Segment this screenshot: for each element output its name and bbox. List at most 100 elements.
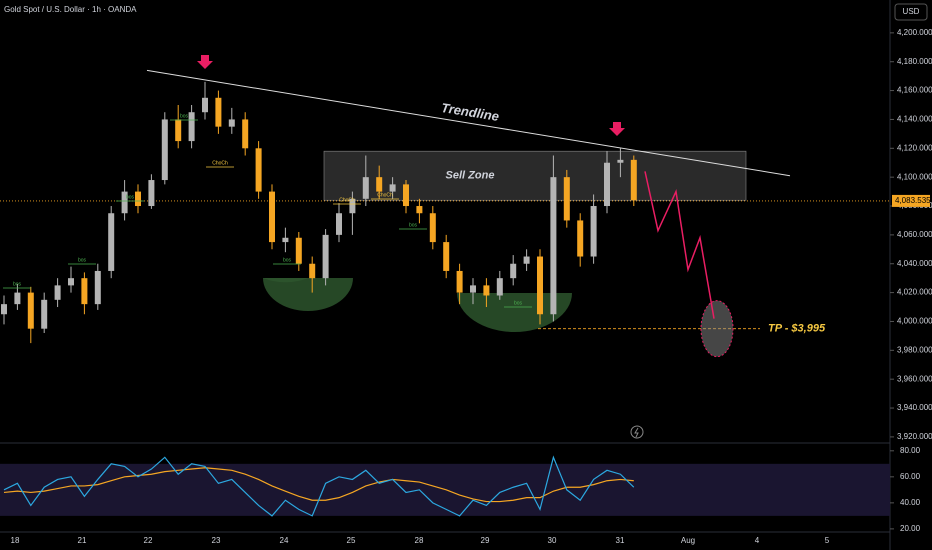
x-tick-label: Aug [681, 536, 695, 545]
candle-body [590, 206, 597, 257]
sell-zone-label: Sell Zone [446, 170, 495, 182]
candle-body [537, 256, 543, 315]
currency-button[interactable] [894, 3, 928, 21]
last-price-label: 4,083.535 [895, 196, 931, 205]
annotation: bos [126, 194, 135, 200]
candle-body [242, 119, 249, 149]
rsi-tick-label: 40.00 [900, 498, 921, 507]
x-tick-label: 21 [78, 536, 87, 545]
x-tick-label: 29 [481, 536, 490, 545]
annotation: bos [514, 300, 523, 306]
trendline [146, 69, 791, 177]
annotation: ChoCh [377, 192, 393, 198]
candle-body [630, 159, 637, 201]
candle-body [362, 177, 369, 199]
candle-body [617, 159, 624, 163]
candle-body [322, 234, 329, 279]
candle-body [309, 263, 316, 279]
chart-title: Gold Spot / U.S. Dollar · 1h · OANDA [4, 5, 137, 14]
projection [644, 171, 715, 319]
candle-body [94, 270, 101, 305]
candle-body [269, 191, 275, 243]
y-tick-label: 3,940.000 [897, 403, 932, 412]
candle-body [403, 184, 409, 207]
candle-body [443, 242, 450, 271]
target-label: TP - $3,995 [768, 323, 826, 335]
last-price-tag [892, 194, 930, 207]
bowl [457, 293, 572, 332]
candle-body [54, 285, 61, 300]
candle-body [456, 270, 463, 293]
candle-body [295, 237, 302, 264]
y-tick-label: 4,180.000 [897, 57, 932, 66]
candle-body [336, 213, 342, 235]
replay-icon[interactable] [630, 425, 644, 439]
x-tick-label: 18 [11, 536, 20, 545]
y-tick-label: 4,140.000 [897, 115, 932, 124]
candle-body [175, 119, 182, 142]
candle-body [563, 177, 570, 221]
candle-body [255, 148, 262, 192]
rsi-line [3, 455, 635, 517]
candle-body [429, 213, 436, 243]
y-tick-label: 4,060.000 [897, 230, 932, 239]
rsi-tick-label: 80.00 [900, 446, 921, 455]
candle-body [376, 177, 383, 192]
candle-body [1, 304, 7, 315]
x-tick-label: 24 [280, 536, 289, 545]
arrow-down [609, 122, 625, 136]
candle-body [27, 292, 34, 329]
candle-body [188, 112, 195, 142]
candle-body [483, 285, 490, 296]
annotation: bos [409, 222, 418, 228]
currency[interactable]: USD [903, 7, 920, 16]
arrow-down [197, 55, 213, 69]
rsi-tick-label: 60.00 [900, 472, 921, 481]
annotation: bos [180, 113, 189, 119]
x-tick-label: 23 [212, 536, 221, 545]
x-tick-label: 28 [415, 536, 424, 545]
candle-body [523, 256, 530, 264]
candle-body [161, 119, 168, 181]
candle-body [470, 285, 476, 293]
candle-body [108, 213, 115, 271]
candle-body [41, 299, 48, 329]
x-tick-label: 22 [144, 536, 153, 545]
y-tick-label: 4,160.000 [897, 86, 932, 95]
candle-body [202, 97, 208, 113]
y-tick-label: 3,960.000 [897, 374, 932, 383]
candle-body [135, 191, 141, 207]
candle-body [389, 184, 396, 192]
annotation: bos [78, 257, 87, 263]
y-tick-label: 3,980.000 [897, 345, 932, 354]
candle-body [496, 278, 503, 296]
candle-body [81, 278, 88, 305]
candle-body [14, 292, 21, 305]
x-tick-label: 25 [347, 536, 356, 545]
candle-body [228, 119, 235, 127]
y-tick-label: 4,200.000 [897, 28, 932, 37]
annotation: bos [13, 281, 22, 287]
bowl [263, 278, 353, 311]
candle-body [416, 206, 423, 214]
y-tick-label: 4,040.000 [897, 259, 932, 268]
candle-body [550, 177, 557, 315]
y-tick-label: 4,020.000 [897, 288, 932, 297]
x-tick-label: 5 [825, 536, 830, 545]
candle-body [577, 220, 584, 257]
candle-body [510, 263, 517, 279]
candle-body [282, 237, 289, 243]
y-tick-label: 4,000.000 [897, 317, 932, 326]
x-tick-label: 30 [548, 536, 557, 545]
replay-icon[interactable] [634, 427, 639, 438]
y-tick-label: 3,920.000 [897, 432, 932, 441]
candle-body [215, 97, 222, 127]
rsi-tick-label: 20.00 [900, 524, 921, 533]
candle-body [68, 278, 74, 286]
candle-body [604, 162, 610, 207]
candle-body [121, 191, 128, 214]
annotation: ChoCh [339, 197, 355, 203]
